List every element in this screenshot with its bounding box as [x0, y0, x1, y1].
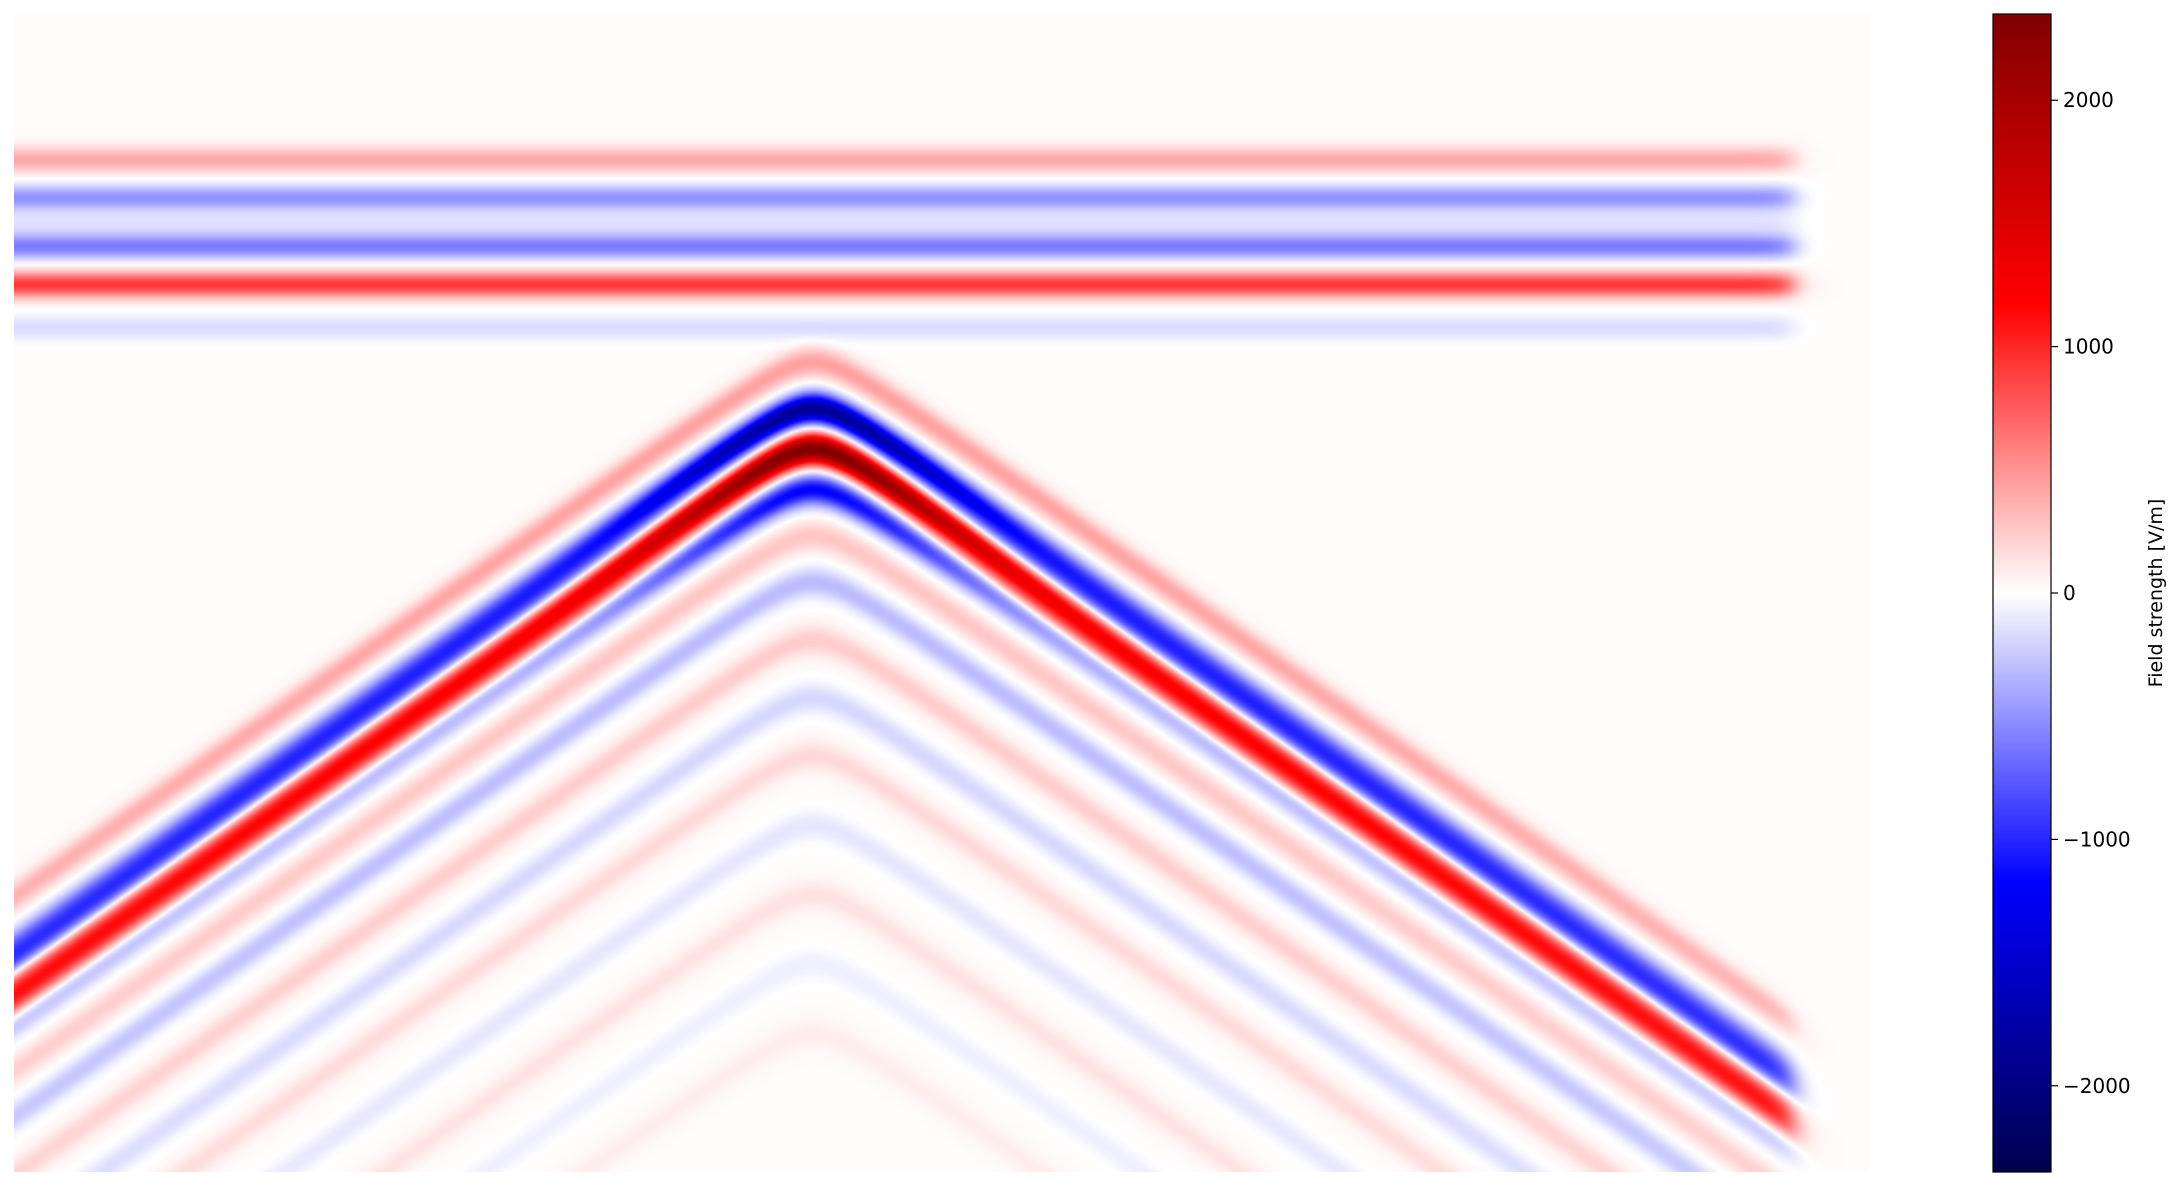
colorbar-tick-label: 1000: [2063, 335, 2114, 359]
colorbar-ticks: −2000 −1000 0 1000 2000: [2051, 88, 2131, 1098]
colorbar-tick-label: 2000: [2063, 88, 2114, 112]
heatmap-image: [14, 14, 1870, 1172]
colorbar-label: Field strength [V/m]: [2145, 499, 2167, 688]
colorbar-tick-label: −2000: [2063, 1074, 2131, 1098]
colorbar: −2000 −1000 0 1000 2000 Field strength [V/m]: [1992, 13, 2167, 1173]
colorbar-tick-label: 0: [2063, 581, 2076, 605]
colorbar-tick-label: −1000: [2063, 827, 2131, 851]
colorbar-gradient: [1992, 13, 2052, 1173]
